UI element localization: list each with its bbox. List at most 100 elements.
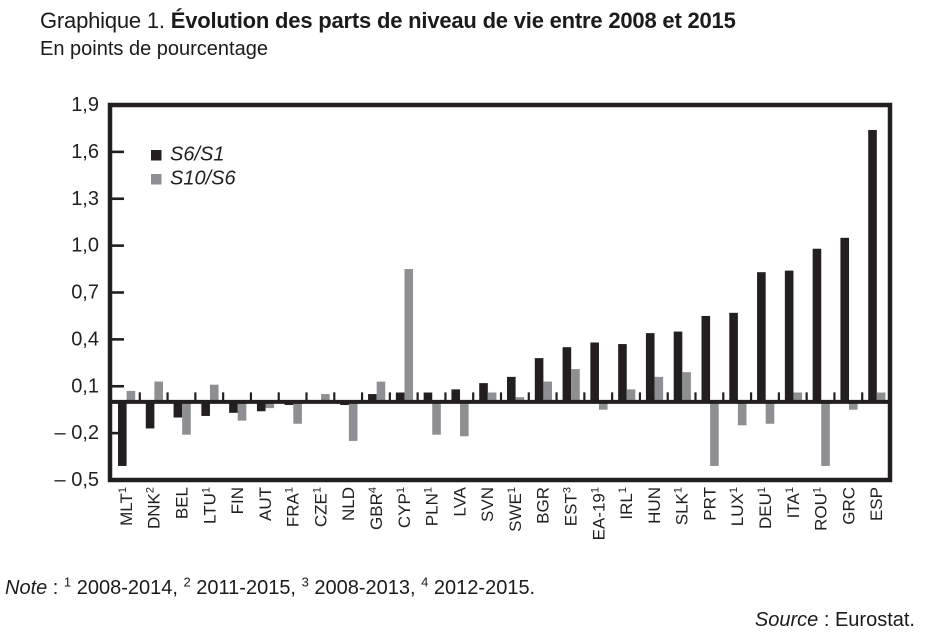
x-label-ESP: ESP (867, 487, 886, 521)
bar-s10-s6-HUN (654, 376, 664, 402)
bar-s6-s1-ROU (812, 248, 822, 402)
bar-s10-s6-AUT (265, 401, 275, 409)
footnote-label: Note (5, 577, 48, 599)
x-label-AUT: AUT (256, 487, 275, 521)
legend-label-2: S10/S6 (170, 168, 236, 190)
footnote-sup: 3 (301, 574, 309, 590)
y-tick-label: 0,1 (71, 375, 99, 397)
x-label-SWE: SWE1 (506, 487, 525, 532)
footnote: Note : 1 2008-2014, 2 2011-2015, 3 2008-… (5, 574, 536, 600)
bar-s10-s6-GBR (376, 381, 386, 402)
legend-swatch-2 (151, 174, 162, 185)
bar-s10-s6-FRA (293, 401, 302, 424)
bar-s10-s6-SWE (515, 397, 525, 402)
y-tick-label: – 0,5 (55, 469, 99, 491)
bar-s6-s1-BEL (173, 401, 183, 418)
title-main: Évolution des parts de niveau de vie ent… (170, 8, 736, 33)
bar-s6-s1-SVN (479, 383, 488, 402)
bar-s6-s1-MLT (118, 401, 127, 466)
x-label-SLK: SLK1 (673, 487, 692, 525)
bar-s10-s6-DNK (154, 381, 163, 402)
chart-unit-label: En points de pourcentage (40, 38, 268, 60)
y-tick-label: 0,7 (71, 282, 99, 304)
x-label-PLN: PLN1 (423, 487, 442, 526)
x-label-BGR: BGR (534, 487, 553, 524)
y-tick-label: 0,4 (71, 328, 99, 350)
bar-s10-s6-EA-19 (598, 401, 608, 410)
x-label-HUN: HUN (645, 487, 664, 524)
footnote-text: : 1 2008-2014, 2 2011-2015, 3 2008-2013,… (47, 574, 536, 599)
bar-s6-s1-DNK (145, 401, 155, 429)
bar-s10-s6-GRC (849, 401, 858, 410)
bar-s10-s6-NLD (348, 401, 358, 441)
bar-s6-s1-SLK (673, 331, 683, 402)
x-label-LTU: LTU1 (200, 487, 219, 524)
x-label-FIN: FIN (228, 487, 247, 514)
bar-s10-s6-PRT (710, 401, 719, 466)
x-label-LVA: LVA (450, 486, 469, 516)
x-label-ROU: ROU1 (812, 487, 831, 531)
y-tick-label: 1,6 (71, 141, 99, 163)
x-label-PRT: PRT (700, 487, 719, 521)
bar-s10-s6-CZE (321, 394, 330, 402)
bar-s6-s1-SWE (507, 376, 516, 402)
bar-s6-s1-LUX (729, 312, 738, 402)
bar-s10-s6-CYP (404, 269, 414, 402)
plot-frame (107, 102, 893, 483)
bar-s10-s6-SLK (682, 372, 691, 402)
bar-s10-s6-LTU (209, 384, 219, 402)
y-tick-label: 1,3 (71, 188, 99, 210)
legend-label-1: S6/S1 (170, 144, 224, 166)
bar-s6-s1-HUN (645, 333, 655, 402)
y-tick-label: 1,0 (71, 235, 99, 257)
bar-s6-s1-GRC (840, 237, 850, 402)
x-label-ITA: ITA1 (784, 487, 803, 518)
bar-s10-s6-FIN (237, 401, 247, 421)
x-label-DNK: DNK2 (145, 487, 164, 529)
footnote-sup: 4 (421, 574, 429, 590)
bar-s6-s1-AUT (256, 401, 266, 412)
bar-s10-s6-LUX (737, 401, 747, 426)
bar-s10-s6-ROU (821, 401, 830, 466)
bar-s6-s1-FIN (229, 401, 238, 413)
bar-s6-s1-GBR (368, 394, 377, 402)
bar-s10-s6-PLN (432, 401, 441, 435)
footnote-sup: 2 (183, 574, 191, 590)
bar-s6-s1-PLN (423, 392, 433, 402)
bar-s6-s1-LVA (451, 389, 461, 402)
source-label: Source (754, 609, 819, 631)
bar-s6-s1-CYP (395, 392, 405, 402)
bar-s10-s6-DEU (765, 401, 775, 424)
bar-s10-s6-LVA (460, 401, 469, 437)
bar-s6-s1-BGR (534, 358, 544, 402)
bar-s10-s6-ITA (793, 392, 803, 402)
bar-s10-s6-BGR (543, 381, 552, 402)
x-label-CZE: CZE1 (311, 487, 330, 527)
x-label-GRC: GRC (839, 487, 858, 525)
x-label-CYP: CYP1 (395, 487, 414, 528)
x-label-DEU: DEU1 (756, 487, 775, 529)
title-prefix: Graphique 1. (40, 8, 171, 33)
x-label-NLD: NLD (339, 487, 358, 521)
bar-s10-s6-BEL (182, 401, 191, 435)
legend-swatch-1 (151, 150, 162, 161)
page-title: Graphique 1. Évolution des parts de nive… (40, 8, 736, 34)
source-line: Source : Eurostat. (755, 609, 915, 632)
bar-s6-s1-ESP (868, 130, 877, 402)
x-label-FRA: FRA1 (284, 487, 303, 527)
bar-s10-s6-EST (571, 369, 580, 402)
x-label-EA-19: EA-191 (589, 487, 608, 540)
bar-s6-s1-ITA (784, 270, 794, 402)
bar-s10-s6-IRL (626, 389, 636, 402)
bar-s6-s1-IRL (618, 344, 627, 402)
x-label-SVN: SVN (478, 487, 497, 522)
x-label-EST: EST3 (561, 487, 580, 526)
y-tick-label: 1,9 (71, 94, 99, 116)
bar-s6-s1-PRT (701, 315, 711, 402)
x-label-GBR: GBR4 (367, 487, 386, 530)
x-label-IRL: IRL1 (617, 487, 636, 520)
bar-s10-s6-SVN (487, 392, 497, 402)
bar-s6-s1-LTU (201, 401, 210, 416)
